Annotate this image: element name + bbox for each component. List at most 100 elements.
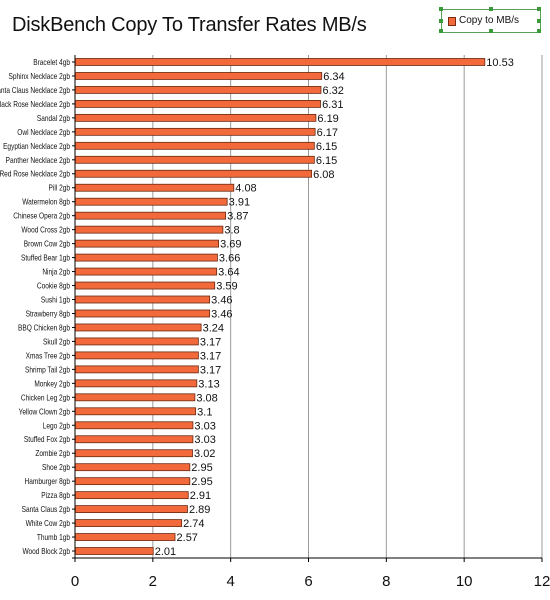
value-label: 3.46 bbox=[211, 295, 232, 307]
category-label: Panther Necklace 2gb bbox=[6, 155, 70, 165]
category-label: Sandal 2gb bbox=[37, 113, 70, 123]
legend[interactable]: Copy to MB/s bbox=[439, 7, 541, 33]
x-tick-label: 4 bbox=[226, 573, 234, 590]
value-label: 6.31 bbox=[322, 99, 343, 111]
value-label: 6.15 bbox=[316, 141, 337, 153]
value-label: 3.24 bbox=[203, 322, 224, 334]
bar bbox=[75, 547, 154, 555]
bar bbox=[75, 309, 211, 318]
legend-swatch bbox=[448, 17, 456, 26]
value-label: 2.74 bbox=[183, 518, 204, 530]
category-label: Pizza 8gb bbox=[41, 490, 70, 500]
value-label: 3.13 bbox=[198, 378, 219, 390]
bar bbox=[75, 435, 194, 444]
category-label: Lego 2gb bbox=[43, 421, 70, 431]
bar bbox=[75, 477, 191, 486]
x-tick-label: 8 bbox=[382, 573, 390, 590]
value-label: 10.53 bbox=[486, 57, 514, 69]
category-label: Bracelet 4gb bbox=[33, 57, 70, 67]
bar bbox=[75, 239, 220, 248]
category-label: Wood Cross 2gb bbox=[21, 225, 70, 235]
category-label: Wood Block 2gb bbox=[22, 546, 70, 556]
value-label: 3.59 bbox=[216, 281, 237, 293]
bar bbox=[75, 421, 194, 430]
value-label: 3.87 bbox=[227, 211, 248, 223]
value-label: 6.32 bbox=[322, 85, 343, 97]
legend-handle-bc[interactable] bbox=[489, 29, 493, 33]
value-label: 3.02 bbox=[194, 448, 215, 460]
value-label: 6.15 bbox=[316, 155, 337, 167]
legend-label: Copy to MB/s bbox=[459, 15, 520, 26]
bar bbox=[75, 379, 198, 388]
category-label: White Cow 2gb bbox=[26, 518, 70, 528]
bar bbox=[75, 505, 188, 513]
value-label: 3.1 bbox=[197, 406, 212, 418]
bar bbox=[75, 169, 313, 178]
bar bbox=[75, 491, 189, 500]
legend-handle-bl[interactable] bbox=[439, 29, 443, 33]
value-label: 3.69 bbox=[220, 239, 241, 251]
value-label: 6.08 bbox=[313, 169, 334, 181]
bar bbox=[75, 225, 224, 234]
value-label: 3.64 bbox=[218, 267, 239, 279]
value-label: 4.08 bbox=[235, 183, 256, 195]
category-label: Cookie 8gb bbox=[37, 281, 70, 291]
legend-handle-tl[interactable] bbox=[439, 7, 443, 11]
x-tick-label: 6 bbox=[304, 573, 312, 590]
legend-handle-br[interactable] bbox=[537, 29, 541, 33]
bar bbox=[75, 351, 199, 360]
bar bbox=[75, 86, 322, 94]
category-label: Watermelon 8gb bbox=[22, 197, 70, 207]
value-label: 3.66 bbox=[219, 253, 240, 265]
category-label: Strawberry 8gb bbox=[26, 309, 70, 319]
bar bbox=[75, 72, 323, 80]
category-label: Stuffed Fox 2gb bbox=[24, 435, 70, 445]
category-label: Santa Claus 2gb bbox=[22, 504, 70, 514]
category-label: Thumb 1gb bbox=[37, 532, 70, 542]
category-label: Hamburger 8gb bbox=[25, 476, 70, 486]
bar bbox=[75, 449, 193, 458]
value-label: 3.17 bbox=[200, 336, 221, 348]
x-tick-label: 12 bbox=[534, 573, 550, 590]
bar bbox=[75, 253, 218, 262]
category-label: Shrimp Tail 2gb bbox=[25, 365, 70, 375]
category-label: Shoe 2gb bbox=[42, 463, 70, 473]
value-label: 3.03 bbox=[194, 420, 215, 432]
legend-handle-ml[interactable] bbox=[439, 19, 443, 23]
value-label: 3.08 bbox=[196, 392, 217, 404]
category-label: Red Rose Necklace 2gb bbox=[0, 169, 70, 179]
category-label: Owl Necklace 2gb bbox=[17, 127, 70, 137]
legend-handle-mr[interactable] bbox=[537, 19, 541, 23]
bar bbox=[75, 281, 216, 290]
value-label: 2.95 bbox=[191, 476, 212, 488]
category-label: Sushi 1gb bbox=[41, 295, 70, 305]
bar bbox=[75, 533, 176, 541]
category-label: Santa Claus Necklace 2gb bbox=[0, 85, 70, 95]
value-label: 6.17 bbox=[317, 127, 338, 139]
bar bbox=[75, 365, 199, 374]
value-label: 2.01 bbox=[155, 546, 176, 558]
category-label: Stuffed Bear 1gb bbox=[21, 253, 70, 263]
bar bbox=[75, 100, 321, 108]
legend-handle-tc[interactable] bbox=[489, 7, 493, 11]
bar bbox=[75, 295, 211, 304]
category-label: Chicken Leg 2gb bbox=[21, 393, 70, 403]
value-label: 6.19 bbox=[317, 113, 338, 125]
bar bbox=[75, 519, 183, 527]
bar bbox=[75, 183, 235, 192]
category-label: Skull 2gb bbox=[43, 337, 70, 347]
category-label: Xmas Tree 2gb bbox=[26, 351, 70, 361]
category-label: Sphinx Necklace 2gb bbox=[9, 71, 70, 81]
category-label: Pill 2gb bbox=[49, 183, 70, 193]
x-tick-label: 10 bbox=[456, 573, 473, 590]
bar bbox=[75, 197, 228, 206]
legend-handle-tr[interactable] bbox=[537, 7, 541, 11]
category-label: Yellow Clown 2gb bbox=[19, 407, 70, 417]
category-label: Monkey 2gb bbox=[34, 379, 70, 389]
bar bbox=[75, 141, 315, 150]
value-label: 3.8 bbox=[224, 225, 239, 237]
value-label: 2.57 bbox=[177, 532, 198, 544]
value-label: 3.46 bbox=[211, 308, 232, 320]
